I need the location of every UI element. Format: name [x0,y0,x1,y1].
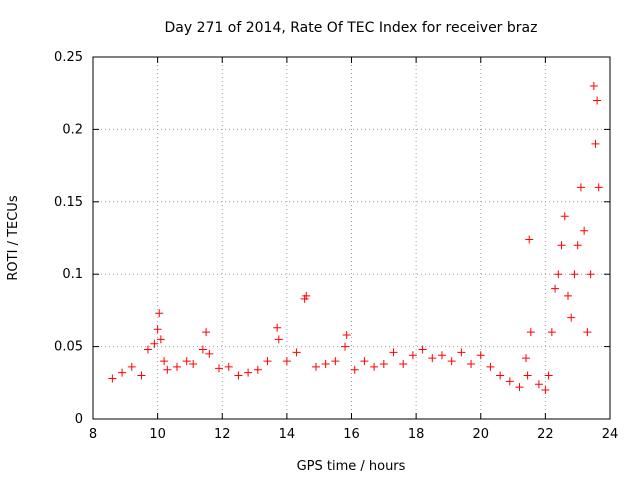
data-point [567,313,576,322]
data-point [557,241,566,250]
data-point [202,328,211,337]
data-point [163,365,172,374]
chart-title: Day 271 of 2014, Rate Of TEC Index for r… [165,20,538,36]
x-tick-label: 8 [89,427,97,442]
data-point [554,270,563,279]
data-point [274,335,283,344]
data-point [594,183,603,192]
data-point [418,345,427,354]
data-point [311,362,320,371]
data-point [589,81,598,90]
data-point [591,139,600,148]
data-point [321,359,330,368]
data-point [224,362,233,371]
data-point [331,357,340,366]
data-point [244,368,253,377]
grid [93,57,610,419]
x-tick-label: 18 [408,427,425,442]
data-point [350,365,359,374]
data-point [253,365,262,374]
data-point [160,357,169,366]
data-point [486,362,495,371]
data-point [118,368,127,377]
y-tick-label: 0.2 [62,122,83,137]
data-point [447,357,456,366]
x-tick-label: 10 [149,427,166,442]
x-tick-label: 12 [214,427,231,442]
data-point [143,345,152,354]
x-tick-label: 20 [472,427,489,442]
data-point [302,291,311,300]
data-point [547,328,556,337]
data-point [551,284,560,293]
y-tick-label: 0.25 [54,50,83,65]
data-point [523,371,532,380]
data-point [563,291,572,300]
data-point [153,325,162,334]
data-point [580,226,589,235]
data-point [292,348,301,357]
data-point [408,351,417,360]
data-point [205,349,214,358]
data-point [515,383,524,392]
data-point [505,377,514,386]
data-point [399,359,408,368]
data-point [182,357,191,366]
data-point [496,371,505,380]
data-point [215,364,224,373]
data-point [273,323,282,332]
x-tick-label: 16 [343,427,360,442]
x-axis-label: GPS time / hours [297,459,406,474]
data-point [544,371,553,380]
x-tick-label: 14 [279,427,296,442]
data-point [593,96,602,105]
data-point [389,348,398,357]
y-tick-label: 0.15 [54,195,83,210]
data-point [541,386,550,395]
data-point [127,362,136,371]
data-point [173,362,182,371]
data-point [198,345,207,354]
data-point [457,348,466,357]
data-point [570,270,579,279]
x-tick-label: 22 [537,427,554,442]
data-point [437,351,446,360]
data-point [534,380,543,389]
data-point [467,359,476,368]
data-point [137,371,146,380]
data-point [370,362,379,371]
data-point [150,339,159,348]
data-point [586,270,595,279]
data-point [428,354,437,363]
data-point [525,235,534,244]
data-point [521,354,530,363]
data-point [476,351,485,360]
data-point [282,357,291,366]
data-point [341,342,350,351]
data-point [560,212,569,221]
data-point [573,241,582,250]
data-point [379,359,388,368]
data-point [342,331,351,340]
data-point [583,328,592,337]
data-point [526,328,535,337]
data-point [263,357,272,366]
data-point [189,359,198,368]
y-axis-label: ROTI / TECUs [6,195,21,280]
axis-ticks: 8 10 12 14 16 18 20 22 24 0 0.05 0.1 0.15 0.2 0.25 [54,50,618,442]
data-point [155,309,164,318]
data-points [108,81,603,395]
data-point [108,374,117,383]
data-point [156,335,165,344]
data-point [360,357,369,366]
y-tick-label: 0.1 [62,267,83,282]
x-tick-label: 24 [602,427,619,442]
data-point [234,371,243,380]
y-tick-label: 0.05 [54,340,83,355]
data-point [576,183,585,192]
y-tick-label: 0 [75,412,83,427]
